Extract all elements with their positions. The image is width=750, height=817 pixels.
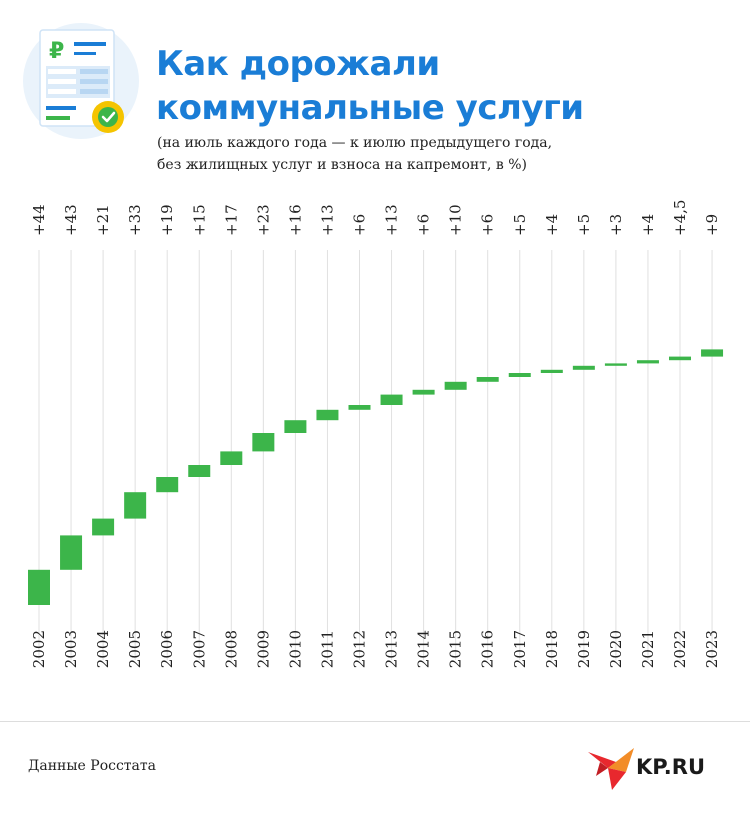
value-label-2023: +9 <box>703 214 721 236</box>
value-label-2019: +5 <box>575 214 593 236</box>
year-label-2016: 2016 <box>479 630 497 668</box>
year-label-2002: 2002 <box>30 630 48 668</box>
value-label-2009: +23 <box>254 204 272 236</box>
bar-2009 <box>252 433 275 452</box>
year-label-2012: 2012 <box>351 630 369 668</box>
year-label-2009: 2009 <box>254 630 272 668</box>
bar-2010 <box>284 420 307 433</box>
bar-2023 <box>701 349 724 357</box>
ruble-icon: ₽ <box>49 39 64 64</box>
bar-2002 <box>28 569 50 605</box>
bar-2016 <box>476 377 499 382</box>
bar-2005 <box>124 492 147 519</box>
year-label-2004: 2004 <box>94 630 112 668</box>
bar-2017 <box>508 373 531 377</box>
value-label-2004: +21 <box>94 204 112 236</box>
value-label-2003: +43 <box>62 204 80 236</box>
year-label-2017: 2017 <box>511 630 529 668</box>
year-label-2018: 2018 <box>543 630 561 668</box>
value-label-2021: +4 <box>639 214 657 236</box>
year-label-2022: 2022 <box>671 630 689 668</box>
value-label-2020: +3 <box>607 214 625 236</box>
bird-icon <box>588 748 634 790</box>
value-label-2022: +4,5 <box>671 200 689 236</box>
year-label-2005: 2005 <box>126 630 144 668</box>
value-label-2012: +6 <box>351 214 369 236</box>
value-label-2008: +17 <box>222 204 240 236</box>
value-label-2005: +33 <box>126 204 144 236</box>
bar-2015 <box>444 381 467 390</box>
year-label-2020: 2020 <box>607 630 625 668</box>
value-label-2017: +5 <box>511 214 529 236</box>
year-label-2011: 2011 <box>318 630 336 668</box>
bar-2021 <box>636 360 659 364</box>
year-label-2015: 2015 <box>447 630 465 668</box>
bar-2014 <box>412 389 435 395</box>
subtitle: (на июль каждого года — к июлю предыдуще… <box>157 132 552 176</box>
value-label-2018: +4 <box>543 214 561 236</box>
year-label-2021: 2021 <box>639 630 657 668</box>
value-label-2013: +13 <box>383 204 401 236</box>
subtitle-line-1: (на июль каждого года — к июлю предыдуще… <box>157 135 553 151</box>
value-label-2015: +10 <box>447 204 465 236</box>
year-label-2003: 2003 <box>62 630 80 668</box>
value-label-2006: +19 <box>158 204 176 236</box>
year-label-2007: 2007 <box>190 630 208 668</box>
title-line-2: коммунальные услуги <box>156 88 584 128</box>
value-label-2007: +15 <box>190 204 208 236</box>
value-label-2016: +6 <box>479 214 497 236</box>
value-label-2002: +44 <box>30 204 48 236</box>
bar-2007 <box>188 465 211 477</box>
bar-2004 <box>92 518 115 536</box>
utility-bill-icon: ₽ <box>23 23 139 139</box>
source-note: Данные Росстата <box>28 758 156 774</box>
title-line-1: Как дорожали <box>156 44 440 84</box>
logo-text: KP.RU <box>636 755 705 779</box>
bar-2006 <box>156 477 179 493</box>
bar-2008 <box>220 451 243 465</box>
bar-2003 <box>60 535 83 570</box>
bar-2011 <box>316 409 339 421</box>
kp-logo: KP.RU <box>588 748 705 790</box>
value-label-2010: +16 <box>286 204 304 236</box>
subtitle-line-2: без жилищных услуг и взноса на капремонт… <box>157 157 527 173</box>
bar-2013 <box>380 394 403 405</box>
year-label-2023: 2023 <box>703 630 721 668</box>
year-label-2019: 2019 <box>575 630 593 668</box>
year-label-2013: 2013 <box>383 630 401 668</box>
waterfall-chart: +44 2002 +43 2003 +21 2004 +33 2005 +19 2006 +15 20… <box>28 200 724 668</box>
year-label-2006: 2006 <box>158 630 176 668</box>
divider <box>0 721 750 722</box>
page-title: Как дорожали коммунальные услуги <box>156 42 584 130</box>
bar-2019 <box>572 365 595 370</box>
year-label-2010: 2010 <box>286 630 304 668</box>
year-label-2008: 2008 <box>222 630 240 668</box>
bar-2022 <box>669 356 691 361</box>
value-label-2011: +13 <box>318 204 336 236</box>
year-label-2014: 2014 <box>415 630 433 668</box>
bar-2018 <box>540 369 563 373</box>
bar-2020 <box>604 363 627 366</box>
value-label-2014: +6 <box>415 214 433 236</box>
bar-2012 <box>348 405 371 410</box>
